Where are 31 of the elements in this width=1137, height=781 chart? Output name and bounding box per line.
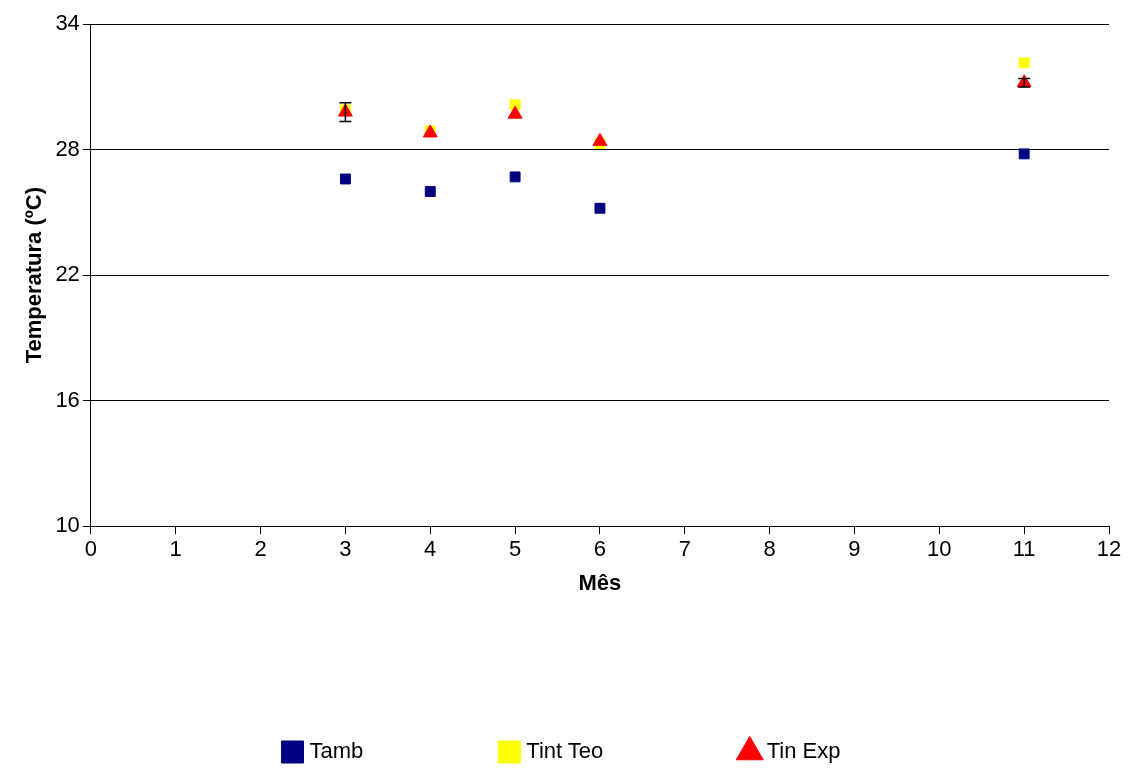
point xyxy=(339,173,351,185)
y-tick-label: 16 xyxy=(55,386,80,412)
y-tick-label: 28 xyxy=(55,135,80,161)
x-tick-label: 5 xyxy=(508,536,522,562)
x-tick-label: 2 xyxy=(254,536,267,562)
x-tick-label: 7 xyxy=(678,536,691,562)
point xyxy=(1018,148,1030,160)
point xyxy=(594,202,606,214)
y-tick-label: 10 xyxy=(55,512,80,538)
x-tick-label: 10 xyxy=(927,536,952,562)
y-tick-label: 34 xyxy=(55,10,80,36)
point xyxy=(1018,57,1030,69)
y-axis-title: Temperatura (ºC) xyxy=(21,187,47,364)
x-axis-title: Mês xyxy=(578,569,622,595)
legend-label: Tint Teo xyxy=(526,738,604,764)
x-tick-label: 6 xyxy=(593,536,607,562)
x-tick-label: 1 xyxy=(169,536,182,562)
y-tick-label: 22 xyxy=(55,261,80,287)
point xyxy=(592,132,608,146)
point xyxy=(507,105,523,119)
x-tick-label: 3 xyxy=(339,536,352,562)
x-tick-label: 0 xyxy=(84,536,97,562)
legend-label: Tin Exp xyxy=(766,738,841,764)
x-tick-label: 12 xyxy=(1096,536,1122,562)
x-tick-label: 11 xyxy=(1012,536,1036,562)
x-tick-label: 8 xyxy=(763,536,776,562)
legend-label: Tamb xyxy=(309,738,364,764)
point xyxy=(509,171,521,183)
x-tick-label: 9 xyxy=(848,536,861,562)
point xyxy=(424,186,436,197)
x-tick-label: 4 xyxy=(424,536,437,562)
